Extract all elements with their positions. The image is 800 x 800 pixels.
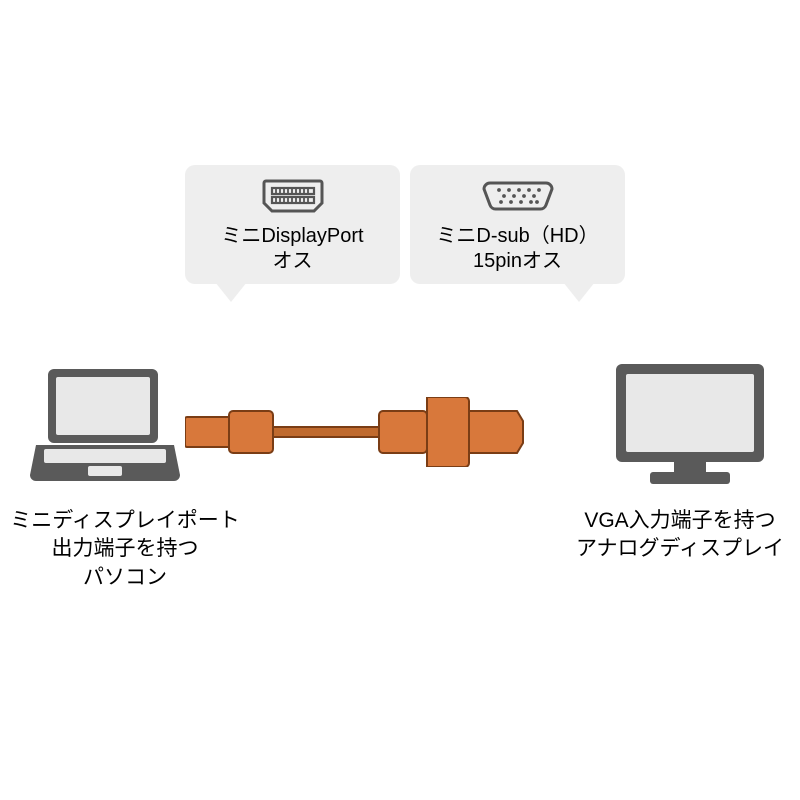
vga-dsub15-icon: [482, 179, 554, 218]
text: 15pinオス: [473, 250, 562, 272]
cable-icon: [185, 397, 525, 467]
text: ミニD-sub（HD）: [436, 225, 598, 247]
text: パソコン: [83, 566, 167, 589]
text: VGA入力端子を持つ: [584, 509, 775, 532]
callout-minidisplayport: ミニDisplayPort オス: [185, 165, 400, 284]
mini-displayport-icon: [262, 179, 324, 218]
monitor-icon: [610, 360, 770, 485]
text: ミニディスプレイポート: [10, 509, 240, 532]
text: オス: [273, 250, 313, 272]
connection-diagram: ミニDisplayPort オス ミニD-sub（HD） 15pinオス: [30, 165, 770, 635]
text: ミニDisplayPort: [221, 225, 363, 247]
callout-label: ミニD-sub（HD） 15pinオス: [430, 224, 605, 274]
caption-monitor: VGA入力端子を持つ アナログディスプレイ: [560, 507, 800, 564]
laptop-icon: [30, 365, 180, 483]
callout-label: ミニDisplayPort オス: [205, 224, 380, 274]
callout-vga: ミニD-sub（HD） 15pinオス: [410, 165, 625, 284]
caption-laptop: ミニディスプレイポート 出力端子を持つ パソコン: [0, 507, 250, 592]
text: 出力端子を持つ: [52, 537, 199, 560]
text: アナログディスプレイ: [576, 537, 784, 560]
